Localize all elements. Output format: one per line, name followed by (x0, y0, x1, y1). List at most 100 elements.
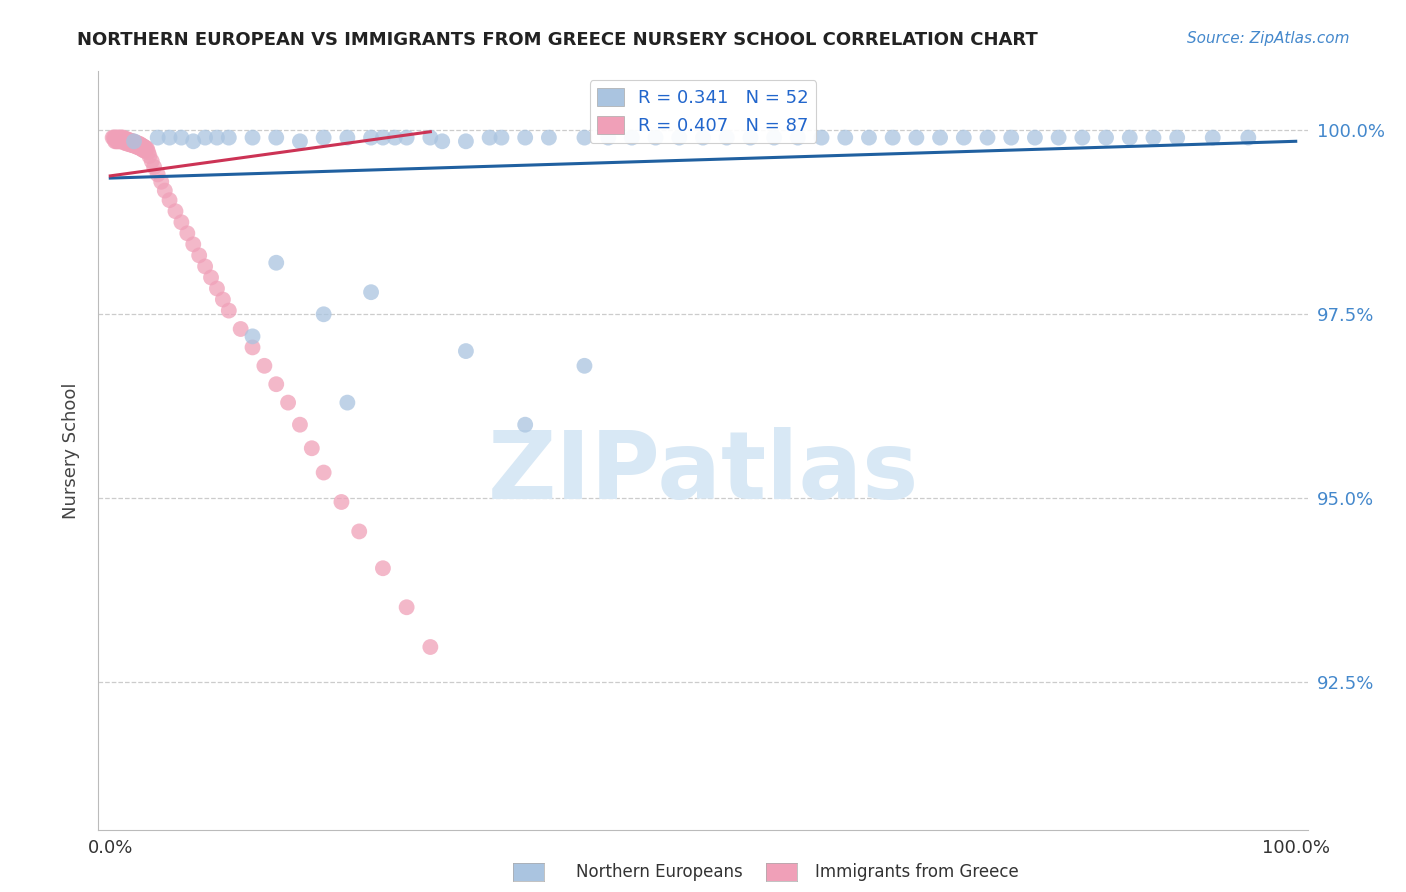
Point (124, 138, 146, 153)
Point (277, 395, 299, 409)
Point (716, 130, 738, 145)
Point (111, 134, 134, 148)
Point (301, 442, 323, 456)
Text: Northern Europeans: Northern Europeans (576, 863, 744, 881)
Point (336, 130, 359, 145)
Point (105, 134, 128, 148)
Point (491, 130, 513, 145)
Point (121, 134, 143, 148)
Point (858, 130, 880, 145)
Y-axis label: Nursery School: Nursery School (62, 382, 80, 519)
Point (104, 134, 127, 148)
Point (114, 136, 136, 150)
Point (763, 130, 786, 145)
Point (115, 132, 138, 146)
Point (134, 140, 156, 154)
Point (112, 130, 135, 145)
Point (905, 130, 928, 145)
Point (288, 134, 311, 148)
Point (111, 130, 134, 145)
Point (110, 134, 132, 148)
Point (810, 130, 832, 145)
Point (515, 130, 537, 145)
Point (110, 130, 132, 145)
Point (1119, 130, 1142, 145)
Text: Immigrants from Greece: Immigrants from Greece (815, 863, 1019, 881)
Point (264, 377, 287, 392)
Point (668, 130, 690, 145)
Point (134, 144, 156, 158)
Point (129, 138, 152, 153)
Point (107, 130, 129, 145)
Point (127, 140, 149, 154)
Point (165, 204, 187, 219)
Point (181, 237, 204, 252)
Point (952, 130, 974, 145)
Point (105, 130, 128, 145)
Point (620, 130, 643, 145)
Point (218, 130, 240, 145)
Point (395, 600, 418, 615)
Point (118, 134, 141, 148)
Point (120, 134, 142, 148)
Point (141, 154, 163, 169)
Point (478, 130, 501, 145)
Point (242, 340, 264, 354)
Point (146, 130, 169, 145)
Point (150, 175, 173, 189)
Point (170, 130, 193, 145)
Point (242, 130, 264, 145)
Point (212, 293, 235, 307)
Point (101, 130, 124, 145)
Point (264, 256, 287, 270)
Point (120, 137, 142, 152)
Point (105, 130, 128, 145)
Point (129, 137, 152, 152)
Point (159, 193, 181, 207)
Point (170, 215, 193, 229)
Point (834, 130, 856, 145)
Point (205, 130, 228, 145)
Point (107, 134, 129, 148)
Point (347, 524, 370, 539)
Text: ZIPatlas: ZIPatlas (488, 427, 918, 519)
Point (574, 359, 596, 373)
Point (114, 132, 136, 146)
Point (128, 136, 150, 151)
Point (598, 130, 620, 145)
Point (740, 130, 762, 145)
Point (312, 130, 335, 145)
Point (200, 270, 222, 285)
Point (1202, 130, 1225, 145)
Point (104, 130, 127, 145)
Point (136, 145, 159, 160)
Point (125, 139, 148, 153)
Point (135, 141, 157, 155)
Point (242, 329, 264, 343)
Point (336, 395, 359, 409)
Point (159, 130, 181, 145)
Point (121, 138, 143, 153)
Point (312, 466, 335, 480)
Point (395, 130, 418, 145)
Point (929, 130, 952, 145)
Point (112, 134, 135, 148)
Point (129, 141, 152, 155)
Point (644, 130, 666, 145)
Point (330, 495, 353, 509)
Point (1071, 130, 1094, 145)
Point (515, 417, 537, 432)
Point (181, 134, 204, 148)
Point (131, 142, 153, 156)
Point (125, 136, 148, 150)
Point (117, 133, 139, 147)
Point (121, 134, 143, 148)
Point (419, 640, 441, 654)
Point (117, 136, 139, 151)
Point (114, 132, 136, 146)
Point (574, 130, 596, 145)
Point (692, 130, 714, 145)
Point (1142, 130, 1164, 145)
Point (124, 135, 146, 149)
Text: NORTHERN EUROPEAN VS IMMIGRANTS FROM GREECE NURSERY SCHOOL CORRELATION CHART: NORTHERN EUROPEAN VS IMMIGRANTS FROM GRE… (77, 31, 1038, 49)
